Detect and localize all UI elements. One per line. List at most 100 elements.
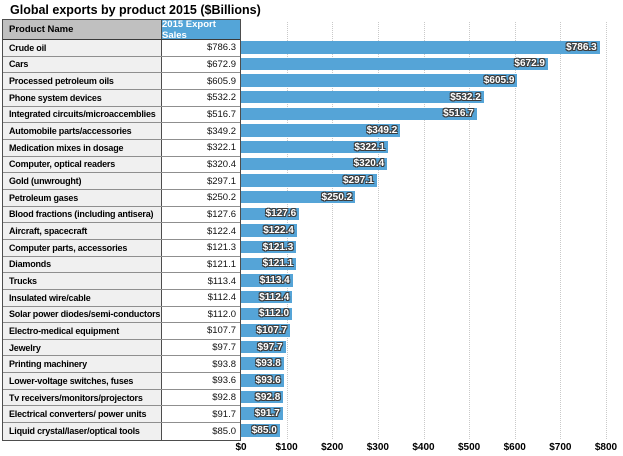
- bar-value-label: $112.4: [259, 291, 290, 303]
- x-axis-tick-label: $0: [235, 442, 247, 453]
- bar-value-label: $121.1: [262, 258, 294, 270]
- product-name-cell: Printing machinery: [3, 356, 162, 373]
- bar-row: $93.6: [241, 372, 622, 389]
- table-row: Aircraft, spacecraft $122.4: [3, 223, 240, 240]
- export-sales-cell: $516.7: [162, 106, 240, 123]
- x-axis-tick-label: $700: [549, 442, 572, 453]
- bar-value-label: $92.8: [255, 391, 281, 403]
- bar-row: $97.7: [241, 339, 622, 356]
- table-row: Petroleum gases $250.2: [3, 189, 240, 207]
- product-name-cell: Crude oil: [3, 40, 162, 56]
- bar-row: $92.8: [241, 389, 622, 406]
- bar-row: $320.4: [241, 156, 622, 173]
- product-name-cell: Jewelry: [3, 339, 162, 356]
- table-row: Medication mixes in dosage $322.1: [3, 139, 240, 157]
- bar-row: $91.7: [241, 405, 622, 422]
- export-sales-cell: $91.7: [162, 406, 240, 423]
- table-row: Cars $672.9: [3, 56, 240, 74]
- export-sales-cell: $127.6: [162, 206, 240, 223]
- bar-row: $786.3: [241, 39, 622, 56]
- bar-value-label: $112.0: [259, 308, 290, 320]
- product-name-cell: Trucks: [3, 273, 162, 289]
- bar-value-label: $93.8: [255, 358, 281, 370]
- x-axis-tick-label: $800: [594, 442, 618, 453]
- product-name-cell: Petroleum gases: [3, 189, 162, 206]
- bar: $320.4: [241, 157, 388, 171]
- bar-row: $349.2: [241, 122, 622, 139]
- product-name-cell: Cars: [3, 56, 162, 73]
- bar: $297.1: [241, 174, 377, 187]
- table-row: Crude oil $786.3: [3, 40, 240, 57]
- vertical-gridline: [606, 22, 607, 439]
- bar-value-label: $107.7: [256, 324, 288, 336]
- bar-value-label: $349.2: [366, 125, 398, 137]
- bar-row: $112.4: [241, 289, 622, 306]
- product-name-cell: Diamonds: [3, 256, 162, 273]
- bar: $122.4: [241, 224, 297, 237]
- bar: $250.2: [241, 190, 356, 204]
- column-header-export-sales: 2015 Export Sales: [162, 19, 240, 41]
- product-name-cell: Liquid crystal/laser/optical tools: [3, 423, 162, 440]
- export-sales-cell: $112.0: [162, 306, 240, 323]
- bar-value-label: $127.6: [265, 208, 297, 220]
- table-row: Computer parts, accessories $121.3: [3, 239, 240, 257]
- bar-row: $107.7: [241, 322, 622, 339]
- table-row: Electrical converters/ power units $91.7: [3, 406, 240, 424]
- export-sales-cell: $92.8: [162, 389, 240, 406]
- bar-value-label: $97.7: [257, 341, 283, 353]
- table-row: Trucks $113.4: [3, 273, 240, 290]
- product-name-cell: Automobile parts/accessories: [3, 123, 162, 139]
- bar-row: $250.2: [241, 189, 622, 206]
- bar-row: $121.3: [241, 239, 622, 256]
- export-sales-cell: $122.4: [162, 223, 240, 239]
- bar: $97.7: [241, 340, 286, 354]
- export-sales-cell: $113.4: [162, 273, 240, 289]
- bar: $322.1: [241, 140, 388, 154]
- vertical-gridline: [377, 22, 379, 439]
- export-sales-cell: $322.1: [162, 139, 240, 156]
- table-row: Processed petroleum oils $605.9: [3, 73, 240, 90]
- export-sales-cell: $672.9: [162, 56, 240, 73]
- x-axis-tick-label: $500: [458, 442, 481, 453]
- export-sales-cell: $532.2: [162, 89, 240, 106]
- table-row: Lower-voltage switches, fuses $93.6: [3, 373, 240, 390]
- column-header-product-name: Product Name: [3, 20, 162, 39]
- table-body: Crude oil $786.3 Cars $672.9 Processed petro…: [3, 40, 240, 440]
- bar-value-label: $672.9: [514, 58, 545, 70]
- product-name-cell: Computer parts, accessories: [3, 239, 162, 256]
- bar-value-label: $605.9: [483, 75, 515, 87]
- bar: $786.3: [241, 41, 600, 54]
- bar: $672.9: [241, 57, 548, 71]
- product-name-cell: Aircraft, spacecraft: [3, 223, 162, 239]
- export-sales-cell: $250.2: [162, 189, 240, 206]
- bar-row: $121.1: [241, 256, 622, 273]
- product-table: Product Name 2015 Export Sales Crude oil…: [2, 19, 241, 441]
- vertical-gridline: [560, 22, 562, 439]
- bar-row: $112.0: [241, 306, 622, 323]
- export-sales-cell: $349.2: [162, 123, 240, 139]
- export-sales-cell: $85.0: [162, 423, 240, 440]
- table-row: Tv receivers/monitors/projectors $92.8: [3, 389, 240, 407]
- export-sales-cell: $107.7: [162, 323, 240, 339]
- bar-row: $93.8: [241, 355, 622, 372]
- bar-value-label: $322.1: [354, 141, 385, 153]
- bar-row: $322.1: [241, 139, 622, 156]
- bar-value-label: $297.1: [342, 175, 374, 186]
- bar-value-label: $516.7: [443, 108, 474, 120]
- bar: $92.8: [241, 390, 284, 404]
- product-name-cell: Insulated wire/cable: [3, 289, 162, 306]
- bar-value-label: $250.2: [321, 191, 353, 203]
- bar-row: $297.1: [241, 172, 622, 189]
- x-axis-tick-label: $600: [503, 442, 526, 453]
- vertical-gridline: [423, 22, 425, 439]
- export-sales-cell: $112.4: [162, 289, 240, 306]
- table-row: Jewelry $97.7: [3, 339, 240, 357]
- export-sales-cell: $786.3: [162, 40, 240, 56]
- bar: $93.6: [241, 374, 284, 387]
- bar: $93.8: [241, 357, 284, 370]
- vertical-gridline: [514, 22, 516, 439]
- bar-row: $113.4: [241, 272, 622, 289]
- product-name-cell: Blood fractions (including antisera): [3, 206, 162, 223]
- bar-row: $122.4: [241, 222, 622, 239]
